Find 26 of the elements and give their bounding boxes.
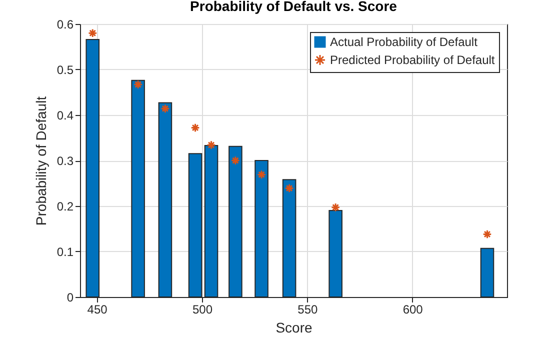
x-axis-title: Score [276,320,312,336]
chart-title: Probability of Default vs. Score [190,0,398,14]
legend-label: Predicted Probability of Default [330,53,496,67]
point [88,28,98,38]
point [256,170,266,180]
point [206,140,216,150]
y-tick-label: 0.6 [56,18,74,32]
legend-label: Actual Probability of Default [330,35,478,49]
point [230,156,240,166]
y-tick-label: 0.3 [56,154,74,168]
point [190,123,200,132]
x-tick-label: 550 [298,302,318,316]
y-axis-title: Probability of Default [32,96,49,226]
y-tick-label: 0.1 [56,245,74,259]
point [133,80,143,90]
y-tick-label: 0.4 [56,108,74,122]
y-tick-label: 0 [66,290,74,304]
x-tick-label: 500 [192,302,213,316]
point [284,184,294,193]
y-tick-label: 0.2 [56,200,74,214]
point [330,202,340,212]
point [160,104,170,114]
x-tick-label: 450 [87,302,108,316]
y-tick-label: 0.5 [56,63,74,77]
point [482,230,492,239]
x-tick-label: 600 [402,302,424,316]
